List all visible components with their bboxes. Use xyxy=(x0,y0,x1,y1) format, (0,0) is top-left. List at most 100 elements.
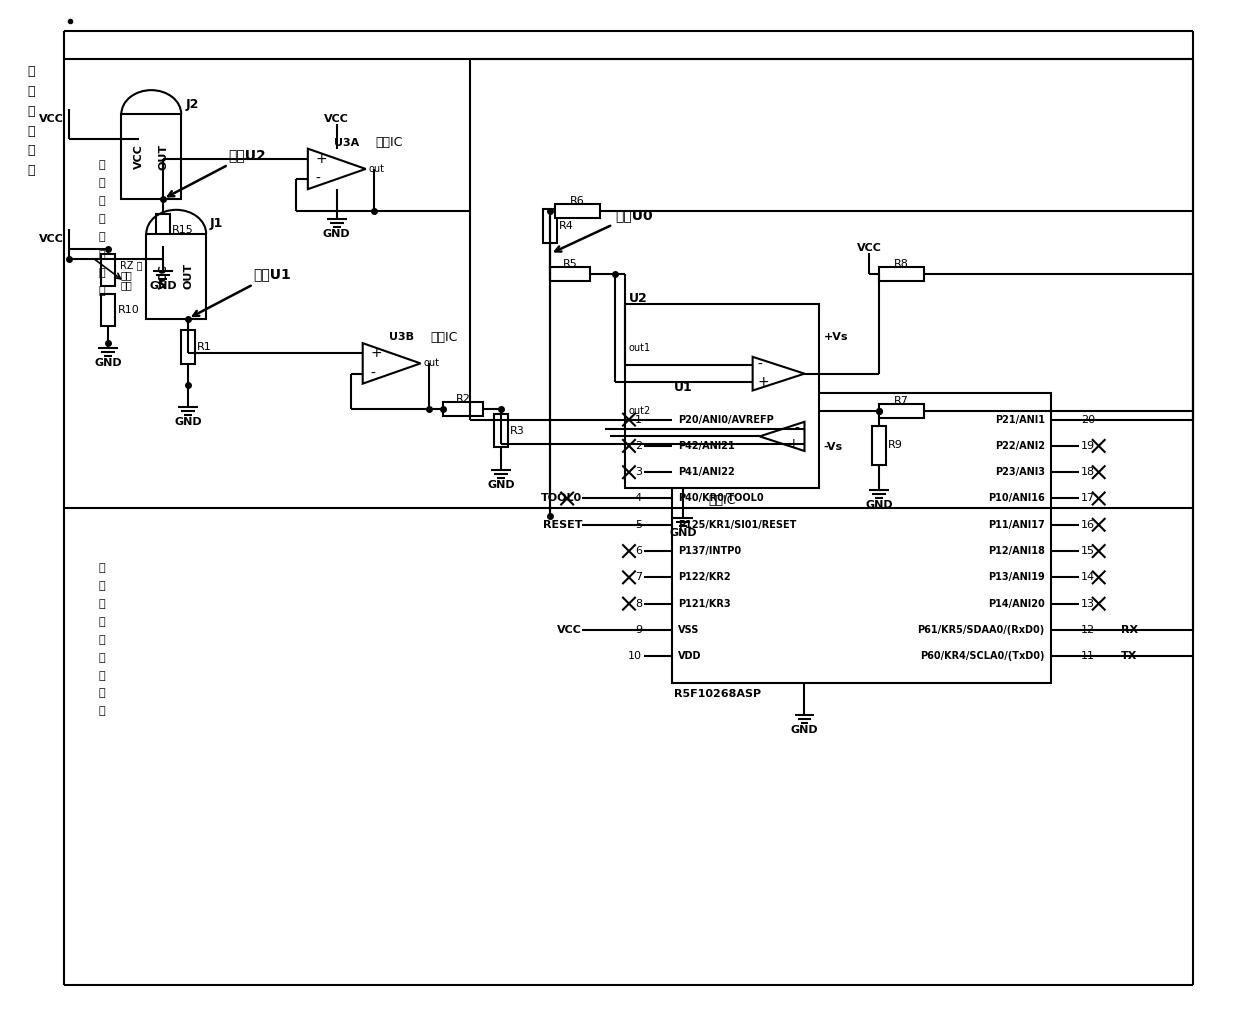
Text: VCC: VCC xyxy=(38,234,63,243)
Text: U3B: U3B xyxy=(388,332,414,342)
Bar xyxy=(543,209,557,242)
Text: 场: 场 xyxy=(98,232,104,241)
Text: P137/INTP0: P137/INTP0 xyxy=(678,546,742,556)
Text: 传: 传 xyxy=(27,105,36,118)
Text: 感: 感 xyxy=(98,563,104,573)
Text: 16: 16 xyxy=(1081,520,1095,529)
Text: 1: 1 xyxy=(635,414,642,425)
Text: 3: 3 xyxy=(635,467,642,477)
Text: 电压U1: 电压U1 xyxy=(193,268,290,316)
Text: P122/KR2: P122/KR2 xyxy=(678,572,730,582)
Text: RESET: RESET xyxy=(543,520,582,529)
Text: VCC: VCC xyxy=(325,114,350,124)
Text: R8: R8 xyxy=(894,259,909,269)
Text: 7: 7 xyxy=(635,572,642,582)
Text: 范: 范 xyxy=(27,65,36,77)
Text: OUT: OUT xyxy=(184,263,193,289)
Text: 17: 17 xyxy=(1081,494,1095,504)
Text: P11/ANI17: P11/ANI17 xyxy=(988,520,1045,529)
Text: P22/ANI2: P22/ANI2 xyxy=(994,441,1045,451)
Text: GND: GND xyxy=(670,528,697,538)
Text: 10: 10 xyxy=(627,652,642,662)
Text: VCC: VCC xyxy=(857,242,882,252)
Text: 外: 外 xyxy=(27,84,36,98)
Text: P41/ANI22: P41/ANI22 xyxy=(678,467,734,477)
Text: VDD: VDD xyxy=(678,652,702,662)
Text: out: out xyxy=(424,358,439,369)
Text: OUT: OUT xyxy=(159,144,169,170)
Text: out1: out1 xyxy=(629,343,651,353)
Text: RX: RX xyxy=(1121,625,1138,635)
Text: R2: R2 xyxy=(456,394,471,403)
Text: VCC: VCC xyxy=(557,625,582,635)
Text: R10: R10 xyxy=(118,304,139,315)
Text: 滤波IC: 滤波IC xyxy=(376,136,403,150)
Text: 20: 20 xyxy=(1081,414,1095,425)
Polygon shape xyxy=(760,421,805,451)
Text: P14/ANI20: P14/ANI20 xyxy=(988,599,1045,609)
Text: 阻器: 阻器 xyxy=(120,281,133,290)
Text: R15: R15 xyxy=(172,225,193,235)
Text: 电压U2: 电压U2 xyxy=(169,148,265,196)
Text: J2: J2 xyxy=(185,98,198,111)
Text: 11: 11 xyxy=(1081,652,1095,662)
Text: -: - xyxy=(371,366,376,381)
Bar xyxy=(879,267,924,281)
Text: 电压U0: 电压U0 xyxy=(556,208,652,251)
Text: 外: 外 xyxy=(98,178,104,188)
Text: 动变: 动变 xyxy=(120,271,133,281)
Text: 9: 9 xyxy=(635,625,642,635)
Text: R7: R7 xyxy=(894,396,909,405)
Text: +: + xyxy=(787,437,800,451)
Bar xyxy=(551,267,590,281)
Text: R4: R4 xyxy=(559,221,574,231)
Text: J1: J1 xyxy=(210,217,223,230)
Text: 外: 外 xyxy=(98,581,104,590)
Text: GND: GND xyxy=(150,281,177,290)
Bar xyxy=(156,214,170,245)
Text: GND: GND xyxy=(94,358,123,369)
Text: VCC: VCC xyxy=(159,264,169,288)
Polygon shape xyxy=(363,343,420,384)
Text: 18: 18 xyxy=(1081,467,1095,477)
Text: 感: 感 xyxy=(98,160,104,170)
Text: VCC: VCC xyxy=(38,114,63,124)
Text: 感: 感 xyxy=(98,617,104,627)
Text: 效: 效 xyxy=(98,671,104,681)
Bar xyxy=(146,234,206,319)
Text: GND: GND xyxy=(487,480,515,491)
Text: 14: 14 xyxy=(1081,572,1095,582)
Text: P61/KR5/SDAA0/(RxD0): P61/KR5/SDAA0/(RxD0) xyxy=(918,625,1045,635)
Text: 电: 电 xyxy=(27,145,36,158)
Text: GND: GND xyxy=(322,229,351,239)
Text: +: + xyxy=(371,346,382,360)
Text: R1: R1 xyxy=(197,342,212,352)
Polygon shape xyxy=(753,357,805,391)
Text: VSS: VSS xyxy=(678,625,699,635)
Text: 19: 19 xyxy=(1081,441,1095,451)
Bar xyxy=(122,114,181,199)
Text: -Vs: -Vs xyxy=(823,443,842,452)
Text: GND: GND xyxy=(866,500,893,510)
Text: P60/KR4/SCLA0/(TxD0): P60/KR4/SCLA0/(TxD0) xyxy=(920,652,1045,662)
Text: TOOL0: TOOL0 xyxy=(541,494,582,504)
Text: P23/ANI3: P23/ANI3 xyxy=(994,467,1045,477)
Text: U2: U2 xyxy=(629,292,647,305)
Text: 效: 效 xyxy=(98,249,104,260)
Text: R5F10268ASP: R5F10268ASP xyxy=(673,688,761,698)
Text: 场: 场 xyxy=(98,653,104,663)
Text: RZ 滑: RZ 滑 xyxy=(120,261,143,271)
Text: 12: 12 xyxy=(1081,625,1095,635)
Text: P10/ANI16: P10/ANI16 xyxy=(988,494,1045,504)
Text: out2: out2 xyxy=(629,405,651,415)
Text: 15: 15 xyxy=(1081,546,1095,556)
Text: 传: 传 xyxy=(98,599,104,609)
Text: 感: 感 xyxy=(27,124,36,137)
Text: 路: 路 xyxy=(27,165,36,177)
Text: 5: 5 xyxy=(635,520,642,529)
Bar xyxy=(879,403,924,417)
Text: P13/ANI19: P13/ANI19 xyxy=(988,572,1045,582)
Text: +: + xyxy=(758,375,769,389)
Text: -: - xyxy=(795,422,800,436)
Text: 传: 传 xyxy=(98,195,104,206)
